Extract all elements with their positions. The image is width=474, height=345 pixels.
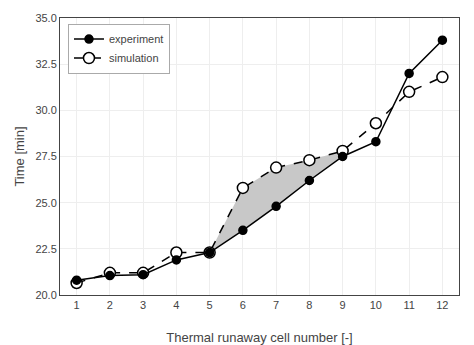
svg-text:30.0: 30.0 [35,104,56,116]
svg-text:10: 10 [370,299,382,311]
svg-text:6: 6 [240,299,246,311]
svg-text:35.0: 35.0 [35,12,56,24]
svg-text:22.5: 22.5 [35,243,56,255]
svg-text:7: 7 [273,299,279,311]
svg-text:11: 11 [403,299,414,311]
svg-text:Thermal runaway cell number [-: Thermal runaway cell number [-] [166,330,352,345]
svg-text:9: 9 [340,299,346,311]
svg-text:27.5: 27.5 [35,150,56,162]
svg-text:Time [min]: Time [min] [12,126,27,186]
svg-text:5: 5 [207,299,213,311]
svg-text:1: 1 [74,299,80,311]
svg-text:32.5: 32.5 [35,58,56,70]
svg-text:25.0: 25.0 [35,197,56,209]
svg-text:simulation: simulation [109,52,159,64]
svg-text:20.0: 20.0 [35,289,56,301]
svg-text:3: 3 [140,299,146,311]
svg-text:2: 2 [107,299,113,311]
svg-text:experiment: experiment [109,33,163,45]
svg-text:8: 8 [306,299,312,311]
svg-text:4: 4 [173,299,179,311]
svg-text:12: 12 [436,299,448,311]
